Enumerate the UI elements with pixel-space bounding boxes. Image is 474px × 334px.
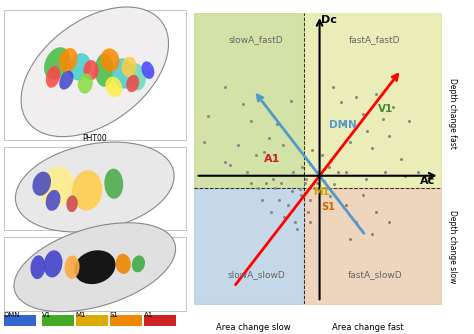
Ellipse shape bbox=[66, 195, 78, 212]
Ellipse shape bbox=[40, 167, 74, 207]
Text: M1: M1 bbox=[76, 312, 86, 318]
Bar bbox=[110, 315, 142, 326]
Bar bbox=[42, 315, 74, 326]
Ellipse shape bbox=[46, 190, 61, 211]
Text: A1: A1 bbox=[144, 312, 154, 318]
Ellipse shape bbox=[16, 142, 174, 232]
Ellipse shape bbox=[44, 250, 63, 278]
Ellipse shape bbox=[59, 71, 73, 90]
Ellipse shape bbox=[112, 58, 135, 89]
Ellipse shape bbox=[21, 7, 169, 137]
Text: DMN: DMN bbox=[329, 120, 356, 130]
Text: fastA_slowD: fastA_slowD bbox=[347, 270, 402, 279]
Text: V1: V1 bbox=[378, 105, 393, 115]
Text: V1: V1 bbox=[42, 312, 51, 318]
Text: S1: S1 bbox=[110, 312, 119, 318]
Ellipse shape bbox=[78, 73, 93, 94]
Ellipse shape bbox=[127, 63, 146, 91]
Ellipse shape bbox=[14, 223, 175, 312]
Text: Dc: Dc bbox=[321, 15, 337, 25]
Ellipse shape bbox=[59, 48, 78, 72]
Text: Area change fast: Area change fast bbox=[331, 323, 403, 332]
Ellipse shape bbox=[68, 53, 91, 80]
Ellipse shape bbox=[83, 60, 99, 80]
Ellipse shape bbox=[32, 172, 51, 196]
Ellipse shape bbox=[126, 75, 139, 92]
Bar bbox=[4, 10, 186, 140]
Text: slowA_slowD: slowA_slowD bbox=[228, 270, 285, 279]
Bar bbox=[76, 315, 108, 326]
Ellipse shape bbox=[44, 47, 70, 80]
Bar bbox=[4, 237, 186, 311]
Ellipse shape bbox=[121, 57, 137, 77]
Bar bbox=[144, 315, 176, 326]
Text: DMN: DMN bbox=[4, 312, 20, 318]
Text: Depth change slow: Depth change slow bbox=[448, 210, 457, 284]
Ellipse shape bbox=[141, 61, 155, 79]
Ellipse shape bbox=[74, 250, 116, 284]
Text: PHT00: PHT00 bbox=[82, 134, 107, 143]
Ellipse shape bbox=[72, 170, 102, 210]
Ellipse shape bbox=[30, 255, 46, 279]
Text: Depth change fast: Depth change fast bbox=[448, 78, 457, 149]
Ellipse shape bbox=[104, 169, 123, 199]
Bar bbox=[4, 147, 186, 230]
Ellipse shape bbox=[64, 256, 80, 279]
Ellipse shape bbox=[95, 53, 114, 87]
Text: fastA_fastD: fastA_fastD bbox=[349, 36, 401, 44]
Bar bbox=[4, 315, 36, 326]
Ellipse shape bbox=[132, 256, 145, 272]
Text: M1: M1 bbox=[313, 187, 329, 196]
Text: S1: S1 bbox=[321, 202, 335, 212]
Text: Ac: Ac bbox=[420, 176, 436, 186]
Text: Area change slow: Area change slow bbox=[216, 323, 291, 332]
Ellipse shape bbox=[105, 76, 122, 97]
Ellipse shape bbox=[100, 48, 119, 72]
Ellipse shape bbox=[46, 66, 60, 88]
Text: A1: A1 bbox=[264, 154, 281, 164]
Text: slowA_fastD: slowA_fastD bbox=[229, 36, 283, 44]
Ellipse shape bbox=[116, 254, 131, 274]
